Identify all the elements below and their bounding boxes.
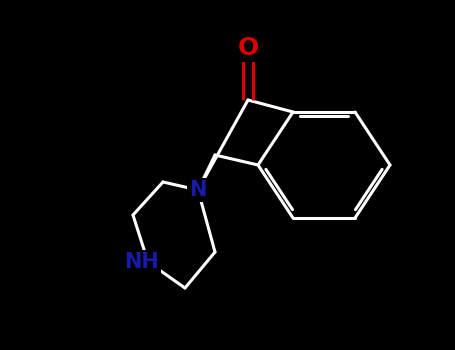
Text: NH: NH: [124, 252, 158, 272]
Text: N: N: [189, 180, 207, 200]
Text: O: O: [238, 36, 258, 60]
